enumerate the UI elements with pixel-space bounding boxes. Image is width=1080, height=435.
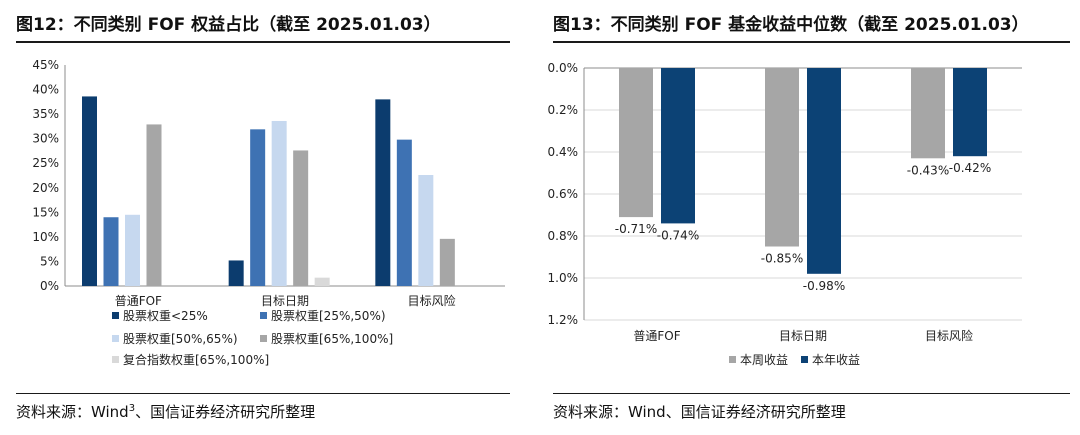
- x-tick-label: 目标日期: [779, 329, 827, 343]
- legend-swatch: [801, 356, 808, 363]
- bar: [314, 277, 330, 286]
- data-label: -0.85%: [761, 252, 803, 266]
- bar: [439, 238, 455, 286]
- y-tick-label: 30%: [32, 132, 59, 146]
- legend-label: 股票权重[65%,100%]: [271, 332, 393, 346]
- bar: [396, 139, 412, 286]
- bar: [250, 129, 266, 286]
- y-tick-label: 35%: [32, 107, 59, 121]
- data-label: -0.98%: [803, 279, 845, 293]
- left-source-tail: 、国信证券经济研究所整理: [135, 403, 316, 421]
- legend-swatch: [260, 312, 267, 319]
- right-title-divider: [553, 41, 1070, 43]
- median-return-bar-chart: 0.0% 0.2% 0.4% 0.6% 0.8% 1.0% 1.2% -0.71% -0.74%…: [548, 61, 1022, 367]
- y-tick-label: 25%: [32, 156, 59, 170]
- y-tick-label: 1.0%: [548, 271, 579, 285]
- left-source-note: 资料来源：Wind3、国信证券经济研究所整理: [16, 401, 315, 422]
- y-tick-label: 0.0%: [548, 61, 579, 75]
- data-label: -0.43%: [907, 163, 949, 177]
- y-tick-label: 15%: [32, 205, 59, 219]
- legend-swatch: [112, 335, 119, 342]
- x-tick-label: 目标风险: [925, 328, 973, 343]
- bar: [807, 68, 841, 274]
- y-tick-label: 10%: [32, 230, 59, 244]
- bar: [418, 175, 434, 286]
- left-title-divider: [16, 41, 510, 43]
- left-chart-panel: 图12：不同类别 FOF 权益占比（截至 2025.01.03） 0% 5% 10%…: [0, 0, 520, 435]
- bar: [82, 96, 97, 286]
- bar: [103, 217, 119, 286]
- bar: [619, 68, 653, 218]
- y-tick-label: 0.4%: [548, 145, 579, 159]
- data-label: -0.74%: [657, 228, 699, 242]
- legend-swatch: [112, 356, 119, 363]
- y-tick-label: 40%: [32, 83, 59, 97]
- bar: [293, 150, 309, 286]
- x-tick-label: 普通FOF: [115, 294, 162, 308]
- right-chart-title: 图13：不同类别 FOF 基金收益中位数（截至 2025.01.03）: [553, 15, 1029, 35]
- right-source-note: 资料来源：Wind、国信证券经济研究所整理: [553, 403, 846, 421]
- y-tick-label: 5%: [40, 254, 59, 268]
- legend-label: 股票权重[50%,65%): [123, 332, 238, 346]
- data-label: -0.71%: [615, 222, 657, 236]
- equity-share-bar-chart: 0% 5% 10% 15% 20% 25% 30% 35% 40% 45% 普通FOF 目标日期 目标风…: [32, 58, 505, 367]
- x-tick-label: 目标日期: [261, 294, 309, 308]
- legend-label: 本周收益: [740, 353, 788, 367]
- left-source-text: 资料来源：Wind: [16, 403, 129, 421]
- x-tick-label: 目标风险: [408, 293, 456, 308]
- bar: [765, 68, 799, 247]
- y-tick-label: 0%: [40, 279, 59, 293]
- bar: [228, 260, 244, 286]
- bar: [661, 68, 695, 224]
- bar: [911, 68, 945, 159]
- y-tick-label: 0.2%: [548, 103, 579, 117]
- legend-swatch: [729, 356, 736, 363]
- bar: [125, 214, 140, 286]
- y-tick-label: 0.8%: [548, 229, 579, 243]
- left-source-footnote: 3: [128, 403, 136, 414]
- y-tick-label: 1.2%: [548, 313, 579, 327]
- legend-label: 股票权重[25%,50%): [271, 309, 386, 323]
- y-tick-label: 0.6%: [548, 187, 579, 201]
- bar: [146, 124, 162, 287]
- data-label: -0.42%: [949, 161, 991, 175]
- bar: [271, 120, 287, 286]
- right-chart-panel: 图13：不同类别 FOF 基金收益中位数（截至 2025.01.03） 0.0%…: [537, 0, 1080, 435]
- bar: [375, 99, 391, 286]
- legend-swatch: [112, 312, 119, 319]
- y-tick-label: 45%: [32, 58, 59, 72]
- bar: [953, 68, 987, 157]
- right-source-divider: [553, 393, 1070, 394]
- left-chart-title: 图12：不同类别 FOF 权益占比（截至 2025.01.03）: [16, 15, 441, 35]
- legend-label: 复合指数权重[65%,100%]: [123, 352, 269, 367]
- y-tick-label: 20%: [32, 181, 59, 195]
- legend-label: 股票权重<25%: [123, 309, 208, 323]
- x-tick-label: 普通FOF: [633, 329, 680, 343]
- legend-swatch: [260, 335, 267, 342]
- left-source-divider: [16, 393, 510, 394]
- legend-label: 本年收益: [812, 353, 860, 367]
